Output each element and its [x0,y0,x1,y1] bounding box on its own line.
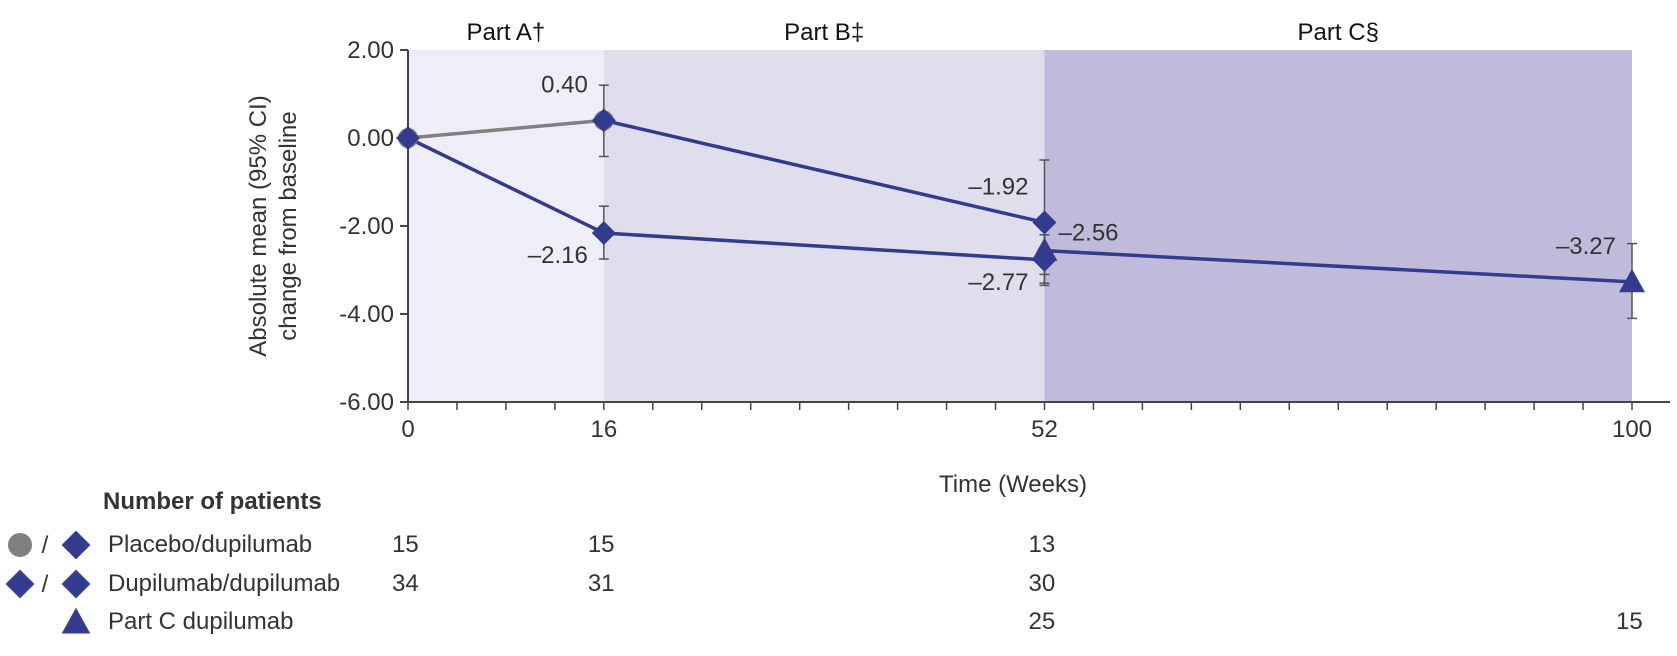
separator-slash: / [42,571,49,598]
patients-count: 15 [1616,608,1643,635]
patients-count: 34 [392,570,419,597]
diamond-icon [61,569,91,599]
data-label: –2.56 [1058,220,1118,247]
patients-row-label: Dupilumab/dupilumab [108,570,341,597]
part-label: Part A† [467,19,546,46]
x-axis-title: Time (Weeks) [939,471,1087,498]
data-point [1031,237,1058,262]
y-tick-label: 2.00 [347,37,394,64]
triangle-icon [61,607,91,634]
x-tick-label: 16 [590,416,617,443]
series-line [603,118,1045,225]
y-tick-label: -2.00 [339,213,394,240]
diamond-icon [61,530,91,560]
y-tick-label: 0.00 [347,125,394,152]
y-axis-title-line: Absolute mean (95% CI) [245,95,272,356]
y-tick-label: -4.00 [339,301,394,328]
part-band [408,50,604,402]
data-point [1619,268,1645,293]
separator-slash: / [42,532,49,559]
patients-count: 13 [1028,531,1056,558]
patients-count: 30 [1028,570,1056,597]
patients-count: 31 [587,570,615,597]
data-label: –2.16 [528,242,588,269]
x-tick-label: 0 [401,416,414,443]
series-line [407,118,604,140]
data-label: –3.27 [1556,233,1616,260]
data-label: 0.40 [541,71,588,98]
x-tick-label: 100 [1612,416,1652,443]
data-point [1032,210,1057,235]
patients-count: 25 [1028,608,1056,635]
data-label: –1.92 [968,173,1028,200]
patients-row-label: Part C dupilumab [108,608,294,635]
part-band [603,50,1045,402]
part-band [1044,50,1632,402]
patients-count: 15 [587,531,615,558]
y-axis-title: Absolute mean (95% CI) change from baseli… [245,95,302,356]
data-point [591,221,616,246]
x-tick-label: 52 [1031,416,1058,443]
circle-icon [8,533,32,557]
part-label: Part B‡ [784,19,864,46]
y-axis-title-line: change from baseline [275,111,302,340]
patients-row-label: Placebo/dupilumab [108,531,313,558]
series-line [1044,248,1633,284]
part-label: Part C§ [1298,19,1379,46]
data-point [591,108,616,133]
data-label: –2.77 [968,269,1028,296]
patients-row-icons: / [5,569,91,599]
diamond-icon [5,569,35,599]
patients-row-icons [61,607,91,634]
y-tick-label: -6.00 [339,389,394,416]
patients-count: 15 [392,531,419,558]
patients-table-title: Number of patients [103,488,322,515]
data-point [396,126,420,150]
patients-row-icons: / [8,530,91,560]
